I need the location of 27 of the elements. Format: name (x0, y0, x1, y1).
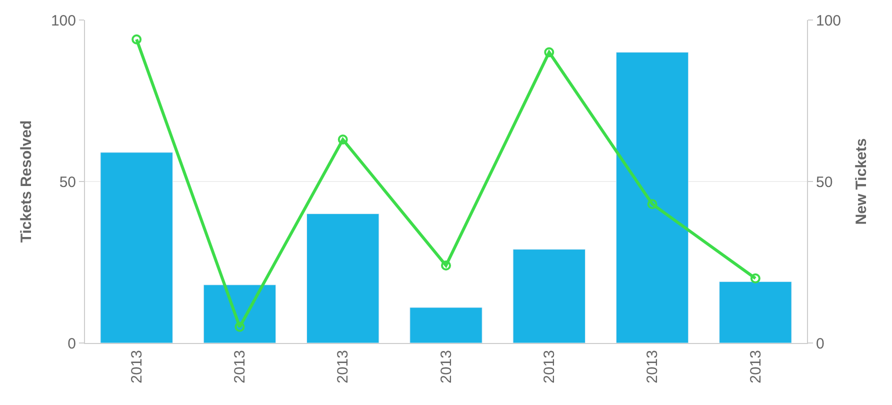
x-tick-label: 2013 (747, 350, 764, 384)
x-tick-label: 2013 (438, 350, 455, 384)
y-tick-label: 50 (59, 174, 76, 191)
y2-axis-title: New Tickets (853, 138, 870, 225)
y-tick-label: 100 (50, 12, 76, 30)
x-tick-label: 2013 (334, 350, 352, 384)
y2-tick-label: 100 (816, 12, 842, 30)
bar (203, 284, 276, 343)
bar (306, 214, 380, 343)
y2-tick-label: 0 (816, 335, 824, 352)
point (132, 34, 142, 44)
point (338, 134, 348, 145)
x-tick-label: 2013 (128, 350, 146, 384)
y-tick-label: 0 (68, 335, 76, 352)
x-tick-label: 2013 (541, 350, 558, 384)
point (750, 273, 760, 284)
point (234, 322, 245, 332)
y2-tick-label: 50 (816, 174, 833, 191)
point (441, 260, 451, 270)
bar (512, 249, 586, 343)
bar (719, 281, 792, 343)
point (544, 47, 554, 58)
point (647, 199, 658, 210)
x-tick-label: 2013 (232, 350, 249, 384)
bar (410, 307, 482, 343)
y-axis-title: Tickets Resolved (18, 120, 36, 243)
x-tick-label: 2013 (644, 350, 662, 384)
